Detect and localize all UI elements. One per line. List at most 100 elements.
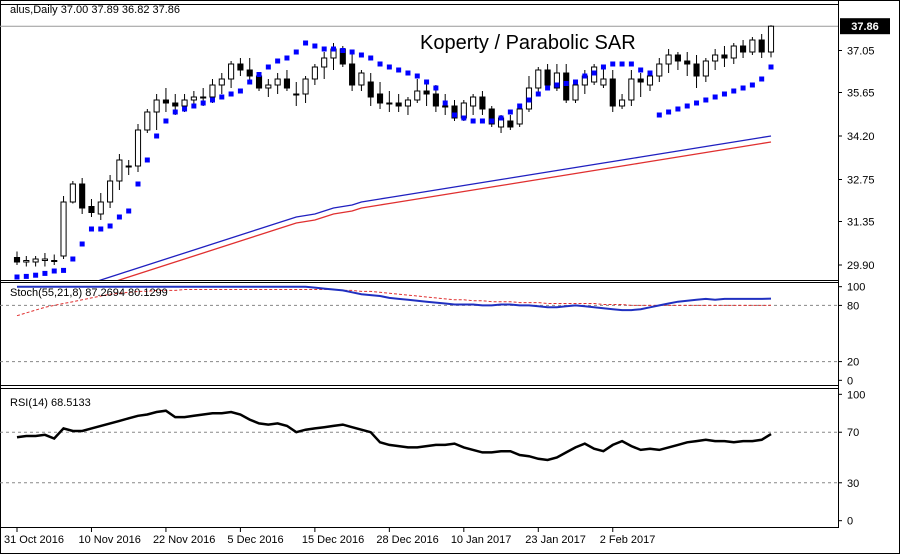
sar-dot bbox=[70, 256, 76, 262]
candle-body bbox=[656, 63, 663, 77]
stoch-label: Stoch(55,21,8) 87.2694 80.1299 bbox=[10, 287, 168, 299]
candle-body bbox=[69, 183, 76, 203]
candle-body bbox=[740, 45, 747, 53]
candle-body bbox=[767, 25, 775, 53]
candle-body bbox=[442, 105, 449, 108]
sar-dot bbox=[749, 82, 755, 88]
sar-dot bbox=[600, 64, 606, 70]
candle-body bbox=[637, 78, 644, 83]
candle-body bbox=[311, 66, 318, 80]
stoch-main-line bbox=[17, 285, 772, 312]
candle-body bbox=[376, 93, 384, 104]
rsi-line bbox=[16, 409, 772, 462]
sar-dot bbox=[712, 94, 718, 100]
candle-body bbox=[283, 78, 291, 89]
sar-dot bbox=[144, 157, 150, 163]
rsi-ytick-label: 70 bbox=[847, 427, 859, 439]
candle-body bbox=[600, 78, 607, 86]
candle-body bbox=[228, 63, 235, 80]
candle-body bbox=[218, 78, 225, 86]
sar-dot bbox=[182, 106, 188, 112]
candle-body bbox=[13, 257, 21, 263]
sar-dot bbox=[424, 79, 430, 85]
candle-body bbox=[665, 54, 672, 65]
candle-body bbox=[432, 93, 439, 107]
price-ytick-label: 32.75 bbox=[847, 175, 875, 187]
x-tick-label: 15 Dec 2016 bbox=[302, 534, 364, 546]
sar-dot bbox=[489, 118, 495, 124]
stoch-signal-line bbox=[16, 289, 772, 317]
x-tick-label: 2 Feb 2017 bbox=[600, 534, 656, 546]
candle-body bbox=[572, 84, 579, 101]
candle-body bbox=[358, 72, 365, 86]
sar-dot bbox=[768, 64, 774, 70]
sar-dot bbox=[228, 91, 234, 97]
sar-dot bbox=[638, 67, 644, 73]
candle-body bbox=[721, 54, 728, 59]
rsi-ytick-label: 0 bbox=[847, 516, 853, 528]
x-tick-label: 22 Nov 2016 bbox=[153, 534, 215, 546]
sar-dot bbox=[107, 223, 113, 229]
candle-body bbox=[321, 57, 328, 68]
price-ytick-label: 29.90 bbox=[847, 260, 875, 272]
sar-dot bbox=[666, 109, 672, 115]
candle-body bbox=[134, 129, 142, 167]
candle-body bbox=[507, 120, 514, 128]
candle-body bbox=[563, 72, 570, 101]
candle-body bbox=[544, 69, 551, 86]
candle-body bbox=[693, 63, 700, 77]
sar-dot bbox=[647, 70, 653, 76]
candle-body bbox=[246, 69, 253, 77]
rsi-panel-frame bbox=[0, 388, 839, 528]
sar-dot bbox=[61, 267, 67, 273]
candle-body bbox=[88, 206, 95, 213]
candle-body bbox=[79, 183, 86, 209]
sar-dot bbox=[209, 97, 215, 103]
stoch-ytick-label: 20 bbox=[847, 357, 859, 369]
sar-dot bbox=[582, 73, 588, 79]
sar-dot bbox=[656, 112, 662, 118]
candle-body bbox=[237, 63, 244, 71]
sar-dot bbox=[116, 214, 122, 220]
sar-dot bbox=[517, 103, 523, 109]
sar-dot bbox=[172, 109, 178, 115]
sar-dot bbox=[51, 268, 57, 274]
candle-body bbox=[23, 260, 30, 263]
candle-body bbox=[646, 75, 654, 86]
sar-dot bbox=[535, 91, 541, 97]
candle-body bbox=[758, 39, 765, 53]
price-ytick-label: 37.05 bbox=[847, 46, 875, 58]
sar-dot bbox=[349, 49, 355, 55]
candle-body bbox=[488, 108, 495, 125]
candle-body bbox=[209, 84, 216, 98]
candle-body bbox=[302, 78, 309, 95]
sar-dot bbox=[135, 181, 141, 187]
sar-dot bbox=[675, 106, 681, 112]
candle-body bbox=[293, 93, 300, 96]
sar-dot bbox=[731, 88, 737, 94]
candle-body bbox=[60, 201, 67, 257]
candle-body bbox=[162, 99, 169, 104]
stoch-ytick-label: 80 bbox=[847, 300, 859, 312]
candle-body bbox=[674, 54, 681, 62]
candle-body bbox=[51, 260, 58, 262]
candle-body bbox=[349, 63, 356, 86]
sar-dot bbox=[237, 88, 243, 94]
candle-body bbox=[404, 99, 412, 107]
sar-dot bbox=[79, 241, 85, 247]
sar-dot bbox=[303, 40, 309, 46]
candle-body bbox=[172, 102, 179, 107]
sar-dot bbox=[247, 79, 253, 85]
candle-body bbox=[97, 201, 104, 215]
sar-dot bbox=[694, 100, 700, 106]
sar-dot bbox=[628, 61, 634, 67]
sar-dot bbox=[358, 52, 364, 58]
candle-body bbox=[144, 111, 151, 131]
sar-dot bbox=[721, 91, 727, 97]
sar-dot bbox=[442, 100, 448, 106]
sar-dot bbox=[591, 70, 597, 76]
sar-dot bbox=[507, 109, 513, 115]
stoch-ytick-label: 0 bbox=[847, 375, 853, 387]
sar-dot bbox=[293, 49, 299, 55]
